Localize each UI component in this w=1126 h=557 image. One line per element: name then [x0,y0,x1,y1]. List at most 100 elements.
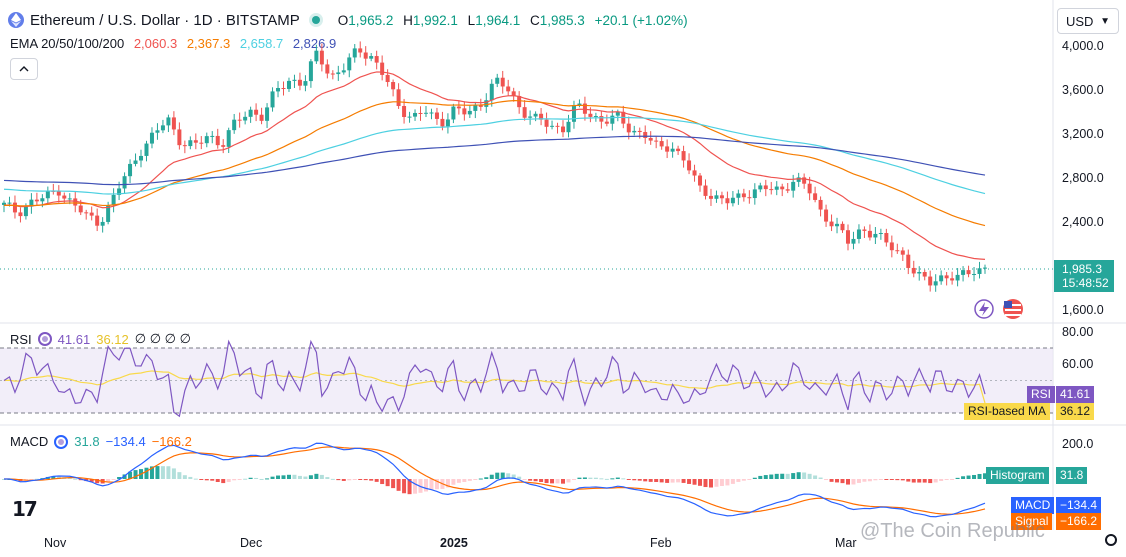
macd-hist-bar [807,473,812,479]
macd-hist-bar [577,477,582,479]
candle-body [878,233,883,235]
candle-body [555,125,560,127]
candle-body [889,242,894,251]
ema20-value: 2,060.3 [133,36,178,51]
macd-hist-bar [336,479,341,481]
candle-body [451,106,456,120]
candle-body [402,106,407,117]
macd-hist-bar [308,475,313,479]
signal-line [3,446,986,515]
chart-header: Ethereum / U.S. Dollar · 1D · BITSTAMP O… [8,9,688,31]
tradingview-logo[interactable]: 17 [12,497,38,521]
price-tick: 2,800.0 [1062,171,1104,185]
price-tick: 3,600.0 [1062,83,1104,97]
macd-legend[interactable]: MACD 31.8 −134.4 −166.2 [10,434,192,449]
candle-body [467,110,472,115]
macd-hist-bar [752,477,757,479]
macd-hist-bar [791,473,796,479]
settings-icon[interactable] [37,332,52,346]
ema200-value: 2,826.9 [292,36,337,51]
candle-body [813,193,818,200]
macd-hist-bar [341,479,346,481]
candle-body [807,183,812,194]
macd-hist-bar [281,475,286,479]
candle-body [7,202,12,204]
candle-body [741,193,746,198]
symbol-title[interactable]: Ethereum / U.S. Dollar · 1D · BITSTAMP [30,11,300,29]
last-price-value: 1,985.3 [1062,262,1102,276]
candle-body [423,112,428,114]
macd-hist-bar [818,477,823,479]
currency-select[interactable]: USD ▼ [1057,8,1119,34]
signal-tag-value: −166.2 [1056,513,1102,530]
macd-value: −134.4 [105,434,146,449]
macd-hist-bar [297,475,302,479]
candle-body [396,89,401,107]
price-tick: 3,200.0 [1062,127,1104,141]
hist-tag-value: 31.8 [1056,467,1088,484]
candle-body [139,155,144,161]
candle-body [665,146,670,152]
close-value: 1,985.3 [539,12,585,28]
macd-hist-bar [763,475,768,479]
candle-body [840,223,845,231]
candle-body [780,186,785,190]
rsi-legend[interactable]: RSI 41.61 36.12 ∅ ∅ ∅ ∅ [10,331,191,347]
macd-hist-bar [917,479,922,483]
macd-hist-bar [588,477,593,479]
macd-hist-bar [741,479,746,481]
macd-hist-bar [599,478,604,480]
macd-signal-value: −166.2 [151,434,192,449]
settings-icon[interactable] [1105,534,1117,546]
change-value: +20.1 (+1.02%) [594,12,688,28]
candle-body [149,132,154,144]
candle-body [708,195,713,199]
macd-hist-bar [149,466,154,479]
macd-hist-bar [796,472,801,479]
candle-body [84,212,89,214]
settings-icon[interactable] [54,434,69,449]
macd-hist-bar [456,479,461,483]
macd-hist-bar [676,479,681,483]
candle-body [676,148,681,152]
candle-body [193,140,198,143]
macd-hist-bar [950,479,955,480]
candle-body [276,88,281,92]
macd-hist-bar [95,479,100,484]
macd-hist-bar [363,479,368,481]
macd-hist-bar [423,479,428,492]
candle-body [593,116,598,118]
candle-body [517,95,522,108]
macd-hist-bar [730,479,735,484]
candle-body [495,77,500,84]
macd-hist-bar [566,479,571,483]
candle-body [654,140,659,142]
rsi-ma-tag-label: RSI-based MA [964,403,1051,420]
candle-body [182,145,187,147]
macd-hist-bar [824,479,829,481]
candle-body [637,130,642,133]
macd-hist-bar [248,477,253,479]
candle-body [692,170,697,176]
macd-hist-bar [571,479,576,480]
rsi-tag-label: RSI [1027,386,1056,403]
candle-body [308,61,313,82]
rsi-label: RSI [10,331,32,347]
macd-hist-bar [89,479,94,482]
collapse-legend-button[interactable] [10,58,38,80]
macd-hist-bar [845,479,850,485]
macd-hist-bar [292,474,297,479]
candle-body [473,105,478,111]
macd-hist-bar [413,479,418,494]
candle-body [374,56,379,63]
macd-hist-bar [610,478,615,480]
macd-hist-bar [895,479,900,481]
macd-hist-bar [840,479,845,484]
macd-hist-bar [325,477,330,479]
macd-hist-bar [221,479,226,484]
candle-body [906,254,911,268]
price-tick: 4,000.0 [1062,39,1104,53]
candle-body [297,79,302,86]
ema-legend[interactable]: EMA 20/50/100/200 2,060.3 2,367.3 2,658.… [10,36,342,51]
